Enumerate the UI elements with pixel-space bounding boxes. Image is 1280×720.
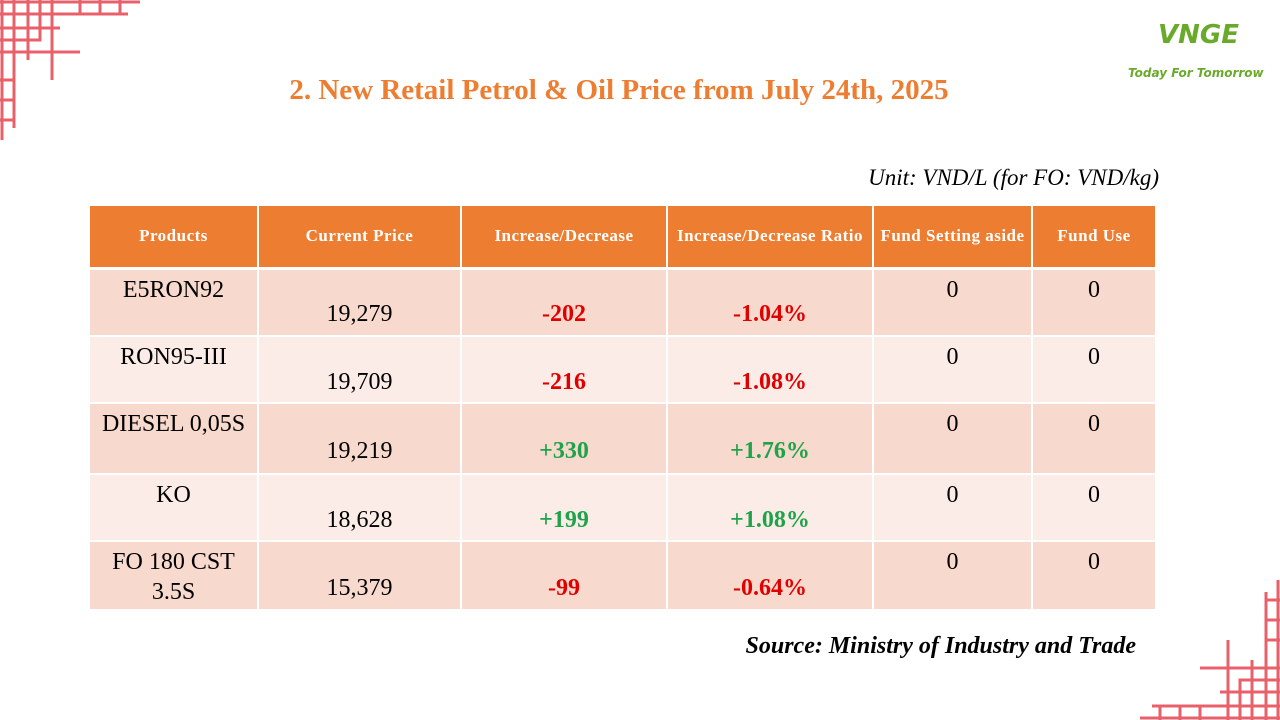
header-change-ratio: Increase/Decrease Ratio (667, 206, 874, 270)
price-cell: 19,219 (258, 403, 462, 475)
price-table: Products Current Price Increase/Decrease… (90, 206, 1155, 611)
ratio-cell: +1.08% (667, 474, 874, 542)
table-row: KO 18,628 +199 +1.08% 0 0 (90, 474, 1155, 542)
product-cell-value: FO 180 CST 3.5S (112, 549, 235, 605)
ratio-cell-value: +1.08% (730, 506, 810, 533)
header-current-price: Current Price (258, 206, 462, 270)
product-cell: DIESEL 0,05S (90, 403, 259, 475)
price-cell: 15,379 (258, 541, 462, 611)
price-cell-value: 19,709 (326, 368, 393, 395)
table-row: DIESEL 0,05S 19,219 +330 +1.76% 0 0 (90, 403, 1155, 475)
product-cell-value: E5RON92 (122, 276, 225, 303)
change-cell: -202 (461, 268, 668, 337)
corner-ornament-top-left (0, 0, 140, 140)
price-cell-value: 15,379 (326, 574, 393, 601)
fund-setting-cell-value: 0 (946, 482, 959, 508)
change-cell: -216 (461, 336, 668, 404)
company-logo: VNGE Today For Tomorrow (1128, 18, 1268, 88)
ratio-cell-value: -1.08% (733, 368, 807, 395)
source-note: Source: Ministry of Industry and Trade (745, 633, 1137, 659)
table-row: RON95-III 19,709 -216 -1.08% 0 0 (90, 336, 1155, 404)
product-cell: KO (90, 474, 259, 542)
fund-use-cell: 0 (1032, 336, 1155, 404)
fund-use-cell: 0 (1032, 541, 1155, 611)
change-cell: +199 (461, 474, 668, 542)
fund-setting-cell-value: 0 (946, 411, 959, 437)
product-cell: FO 180 CST 3.5S (90, 541, 259, 611)
fund-use-cell-value: 0 (1088, 549, 1100, 575)
header-fund-setting: Fund Setting aside (873, 206, 1033, 270)
ratio-cell-value: +1.76% (730, 437, 810, 464)
table-row: E5RON92 19,279 -202 -1.04% 0 0 (90, 268, 1155, 337)
ratio-cell: +1.76% (667, 403, 874, 475)
product-cell: E5RON92 (90, 268, 259, 337)
fund-use-cell: 0 (1032, 474, 1155, 542)
fund-setting-cell-value: 0 (946, 276, 959, 303)
header-fund-use: Fund Use (1032, 206, 1155, 270)
change-cell-value: -216 (542, 368, 586, 395)
fund-use-cell-value: 0 (1088, 276, 1100, 303)
header-products: Products (90, 206, 259, 270)
fund-use-cell: 0 (1032, 403, 1155, 475)
product-cell-value: KO (156, 482, 191, 508)
price-cell-value: 18,628 (326, 506, 393, 533)
logo-tagline: Today For Tomorrow (1128, 66, 1264, 80)
ratio-cell: -1.08% (667, 336, 874, 404)
fund-use-cell: 0 (1032, 268, 1155, 337)
fund-setting-cell: 0 (873, 403, 1033, 475)
fund-setting-cell: 0 (873, 268, 1033, 337)
price-cell: 18,628 (258, 474, 462, 542)
logo-mark: VNGE (1158, 20, 1239, 50)
change-cell: -99 (461, 541, 668, 611)
ratio-cell-value: -1.04% (733, 301, 807, 328)
fund-setting-cell: 0 (873, 336, 1033, 404)
corner-ornament-bottom-right (1140, 580, 1280, 720)
product-cell-value: RON95-III (120, 344, 227, 370)
ratio-cell: -0.64% (667, 541, 874, 611)
product-cell-value: DIESEL 0,05S (101, 411, 246, 437)
change-cell-value: -202 (542, 301, 586, 328)
price-cell: 19,279 (258, 268, 462, 337)
price-cell-value: 19,279 (326, 301, 393, 328)
change-cell-value: -99 (548, 574, 580, 601)
ratio-cell: -1.04% (667, 268, 874, 337)
change-cell: +330 (461, 403, 668, 475)
table-header-row: Products Current Price Increase/Decrease… (90, 206, 1155, 270)
header-change: Increase/Decrease (461, 206, 668, 270)
change-cell-value: +199 (539, 506, 589, 533)
product-cell: RON95-III (90, 336, 259, 404)
fund-setting-cell-value: 0 (946, 549, 959, 575)
price-cell-value: 19,219 (326, 437, 393, 464)
unit-note: Unit: VND/L (for FO: VND/kg) (868, 165, 1159, 190)
fund-use-cell-value: 0 (1088, 482, 1100, 508)
fund-setting-cell-value: 0 (946, 344, 959, 370)
ratio-cell-value: -0.64% (733, 574, 807, 601)
fund-setting-cell: 0 (873, 541, 1033, 611)
fund-use-cell-value: 0 (1088, 344, 1100, 370)
slide-title: 2. New Retail Petrol & Oil Price from Ju… (289, 74, 949, 106)
price-cell: 19,709 (258, 336, 462, 404)
fund-setting-cell: 0 (873, 474, 1033, 542)
table-row: FO 180 CST 3.5S 15,379 -99 -0.64% 0 0 (90, 541, 1155, 611)
change-cell-value: +330 (539, 437, 589, 464)
fund-use-cell-value: 0 (1088, 411, 1100, 437)
